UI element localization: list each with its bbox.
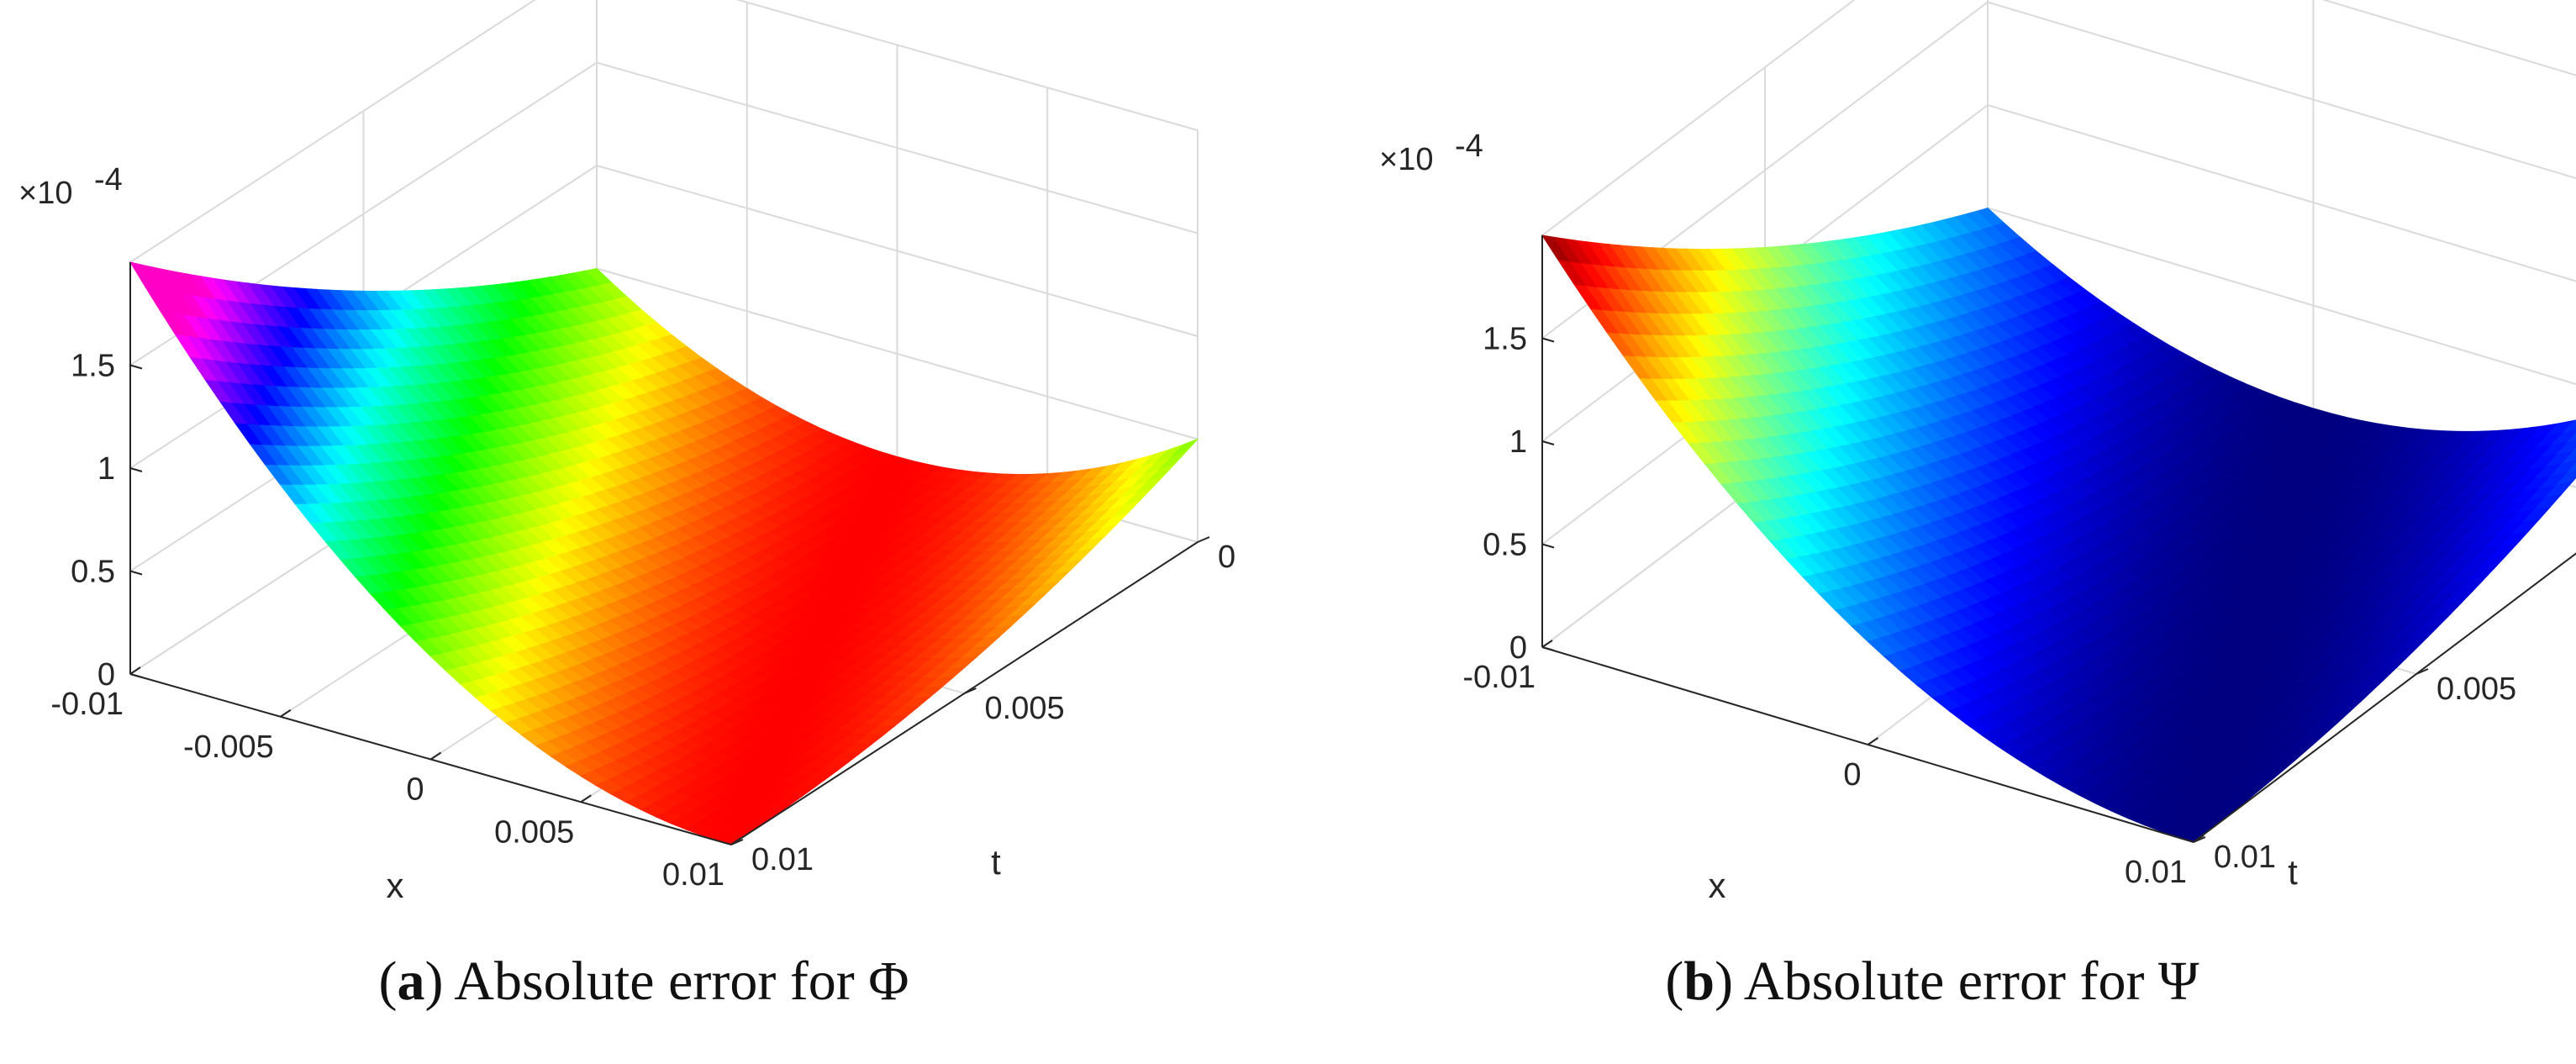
t-tick-0: [730, 839, 744, 845]
z-tick-label-0: 0: [97, 657, 115, 693]
caption-a-letter: a: [397, 951, 425, 1012]
x-tick-label-1: 0: [1843, 757, 1861, 793]
panel-a: -0.01 -0.005 0 0.005 0.01 0.01 0.005 0 0 0.5 1 1.5 ×…: [18, 0, 1235, 1012]
x-tick-0: [129, 666, 141, 675]
t-axis-label: t: [991, 842, 1001, 882]
x-tick-label-2: 0: [406, 772, 424, 808]
z-tick-3: [129, 364, 143, 370]
z-exponent-power: -4: [1455, 129, 1483, 164]
x-tick-2: [429, 751, 442, 761]
x-tick-3: [580, 794, 592, 803]
z-tick-label-0: 0: [1509, 630, 1527, 666]
t-tick-label-1: 0.005: [2436, 672, 2516, 707]
surface-patch: [2565, 461, 2576, 474]
t-axis-label: t: [2288, 852, 2298, 892]
surface-patch: [2561, 419, 2576, 434]
caption-b: (b) Absolute error for Ψ: [1665, 951, 2199, 1012]
grid-line-z-3: [129, 61, 1198, 366]
caption-a: (a) Absolute error for Φ: [378, 951, 909, 1012]
surface-mesh: [1541, 207, 2576, 843]
surface-patch: [2567, 432, 2576, 444]
z-tick-label-1: 0.5: [1483, 528, 1527, 563]
surface-plot-a: -0.01 -0.005 0 0.005 0.01 0.01 0.005 0 0 0.5 1 1.5 ×…: [18, 0, 1235, 905]
x-tick-label-0: -0.01: [1462, 660, 1536, 695]
z-tick-label-2: 1: [1509, 424, 1527, 460]
z-tick-label-3: 1.5: [1483, 322, 1527, 357]
t-tick-label-1: 0.005: [985, 691, 1065, 726]
surface-mesh: [129, 261, 1198, 845]
grid-line-z-4: [1541, 0, 2576, 236]
x-tick-label-0: -0.01: [50, 687, 124, 722]
z-tick-0: [129, 673, 143, 678]
x-tick-0: [1541, 640, 1553, 648]
z-tick-1: [1541, 543, 1555, 549]
x-tick-label-4: 0.01: [662, 857, 724, 893]
t-tick-1: [964, 687, 977, 694]
x-tick-label-1: -0.005: [183, 730, 274, 765]
x-tick-1: [1867, 737, 1879, 745]
z-exponent-power: -4: [94, 162, 123, 198]
x-axis-label: x: [387, 866, 404, 905]
z-tick-label-1: 0.5: [71, 555, 115, 590]
t-tick-label-0: 0.01: [2214, 840, 2276, 875]
z-tick-label-2: 1: [97, 451, 115, 487]
z-tick-2: [1541, 440, 1555, 445]
x-tick-label-2: 0.01: [2125, 855, 2187, 890]
x-tick-1: [280, 708, 292, 718]
t-tick-0: [2193, 836, 2206, 843]
z-tick-1: [129, 570, 143, 576]
grid-line-z-4: [129, 0, 1198, 263]
z-tick-label-3: 1.5: [71, 349, 115, 384]
t-tick-label-2: 0: [1218, 540, 1235, 575]
z-exponent-label: ×10: [18, 176, 72, 211]
t-tick-2: [1197, 536, 1210, 543]
caption-a-text: Absolute error for Φ: [454, 951, 909, 1012]
grid-line-z-3: [1541, 1, 2576, 340]
t-tick-label-0: 0.01: [751, 842, 814, 877]
x-tick-label-3: 0.005: [494, 814, 574, 850]
z-tick-3: [1541, 337, 1555, 343]
z-tick-2: [129, 467, 143, 472]
z-tick-0: [1541, 646, 1555, 651]
t-tick-1: [2415, 668, 2429, 675]
caption-b-text: Absolute error for Ψ: [1743, 951, 2199, 1012]
x-axis-label: x: [1709, 866, 1726, 905]
z-exponent-label: ×10: [1379, 142, 1433, 177]
axes-layer: -0.01 -0.005 0 0.005 0.01 0.01 0.005 0 0 0.5 1 1.5 ×…: [18, 162, 1235, 905]
surface-patch: [2560, 450, 2576, 465]
caption-b-letter: b: [1683, 951, 1715, 1012]
